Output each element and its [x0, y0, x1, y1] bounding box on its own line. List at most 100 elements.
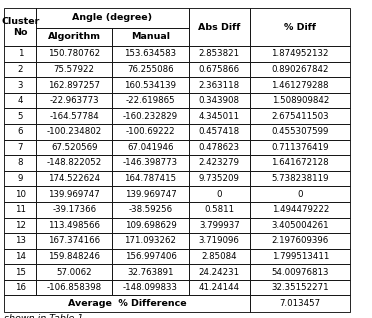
Bar	[250, 186, 350, 202]
Text: 3.799937: 3.799937	[199, 221, 240, 230]
Text: 12: 12	[15, 221, 26, 230]
Bar	[189, 77, 250, 93]
Bar	[189, 171, 250, 186]
Bar	[112, 280, 189, 295]
Text: -160.232829: -160.232829	[123, 112, 178, 121]
Text: 4.345011: 4.345011	[199, 112, 240, 121]
Bar	[112, 46, 189, 62]
Bar	[189, 62, 250, 77]
Text: 76.255086: 76.255086	[127, 65, 174, 74]
Bar	[250, 124, 350, 140]
Text: 67.041946: 67.041946	[127, 143, 174, 152]
Bar	[4, 108, 36, 124]
Text: 1: 1	[17, 49, 23, 59]
Text: 164.787415: 164.787415	[124, 174, 177, 183]
Text: 9.735209: 9.735209	[199, 174, 240, 183]
Bar	[36, 264, 112, 280]
Text: 1.508909842: 1.508909842	[272, 96, 329, 105]
Bar	[112, 171, 189, 186]
Text: 1.494479222: 1.494479222	[272, 205, 329, 214]
Bar	[36, 186, 112, 202]
Bar	[4, 249, 36, 264]
Text: Average  % Difference: Average % Difference	[68, 299, 186, 308]
Text: 32.763891: 32.763891	[127, 267, 174, 277]
Bar	[112, 155, 189, 171]
Bar	[36, 124, 112, 140]
Bar	[112, 62, 189, 77]
Bar	[4, 140, 36, 155]
Text: -22.963773: -22.963773	[49, 96, 99, 105]
Text: 0.457418: 0.457418	[199, 127, 240, 136]
Bar	[250, 249, 350, 264]
Text: 24.24231: 24.24231	[199, 267, 240, 277]
Bar	[4, 233, 36, 249]
Bar	[112, 77, 189, 93]
Bar	[250, 140, 350, 155]
Bar	[189, 93, 250, 108]
Bar	[36, 171, 112, 186]
Text: 156.997406: 156.997406	[125, 252, 176, 261]
Text: Manual: Manual	[131, 32, 170, 41]
Text: 174.522624: 174.522624	[48, 174, 100, 183]
Text: 3.405004261: 3.405004261	[272, 221, 329, 230]
Bar	[189, 46, 250, 62]
Text: 10: 10	[15, 190, 26, 199]
Text: 2.85084: 2.85084	[202, 252, 237, 261]
Bar	[4, 280, 36, 295]
Text: 13: 13	[15, 236, 26, 245]
Text: 0.711376419: 0.711376419	[272, 143, 329, 152]
Text: 167.374166: 167.374166	[48, 236, 100, 245]
Text: 0.890267842: 0.890267842	[272, 65, 329, 74]
Text: Cluster
No: Cluster No	[1, 17, 39, 37]
Bar	[250, 171, 350, 186]
Bar	[189, 249, 250, 264]
Bar	[250, 264, 350, 280]
Text: -164.57784: -164.57784	[49, 112, 99, 121]
Text: 8: 8	[17, 158, 23, 168]
Text: 139.969747: 139.969747	[125, 190, 176, 199]
Text: 16: 16	[15, 283, 26, 292]
Bar	[4, 264, 36, 280]
Bar	[189, 140, 250, 155]
Text: -148.822052: -148.822052	[46, 158, 102, 168]
Text: 150.780762: 150.780762	[48, 49, 100, 59]
Bar	[36, 46, 112, 62]
Bar	[4, 218, 36, 233]
Bar	[112, 140, 189, 155]
Text: -100.69222: -100.69222	[126, 127, 175, 136]
Text: 1.799513411: 1.799513411	[272, 252, 329, 261]
Text: 3.719096: 3.719096	[199, 236, 240, 245]
Text: 2: 2	[17, 65, 23, 74]
Bar	[112, 264, 189, 280]
Bar	[189, 108, 250, 124]
Text: 162.897257: 162.897257	[48, 80, 100, 90]
Text: 4: 4	[17, 96, 23, 105]
Bar	[112, 218, 189, 233]
Bar	[189, 280, 250, 295]
Text: 32.35152271: 32.35152271	[272, 283, 329, 292]
Bar	[4, 124, 36, 140]
Bar	[36, 28, 112, 46]
Bar	[189, 8, 250, 46]
Text: 41.24144: 41.24144	[199, 283, 240, 292]
Bar	[36, 218, 112, 233]
Bar	[112, 93, 189, 108]
Bar	[250, 77, 350, 93]
Text: 7: 7	[17, 143, 23, 152]
Text: 5: 5	[17, 112, 23, 121]
Bar	[36, 77, 112, 93]
Bar	[4, 171, 36, 186]
Text: 54.00976813: 54.00976813	[272, 267, 329, 277]
Bar	[250, 93, 350, 108]
Text: -39.17366: -39.17366	[52, 205, 96, 214]
Text: 57.0062: 57.0062	[57, 267, 92, 277]
Text: 0.478623: 0.478623	[199, 143, 240, 152]
Text: 109.698629: 109.698629	[125, 221, 176, 230]
Bar	[112, 249, 189, 264]
Text: 153.634583: 153.634583	[124, 49, 177, 59]
Text: 3: 3	[17, 80, 23, 90]
Text: -146.398773: -146.398773	[123, 158, 178, 168]
Text: 1.641672128: 1.641672128	[272, 158, 329, 168]
Bar	[189, 202, 250, 218]
Text: 14: 14	[15, 252, 26, 261]
